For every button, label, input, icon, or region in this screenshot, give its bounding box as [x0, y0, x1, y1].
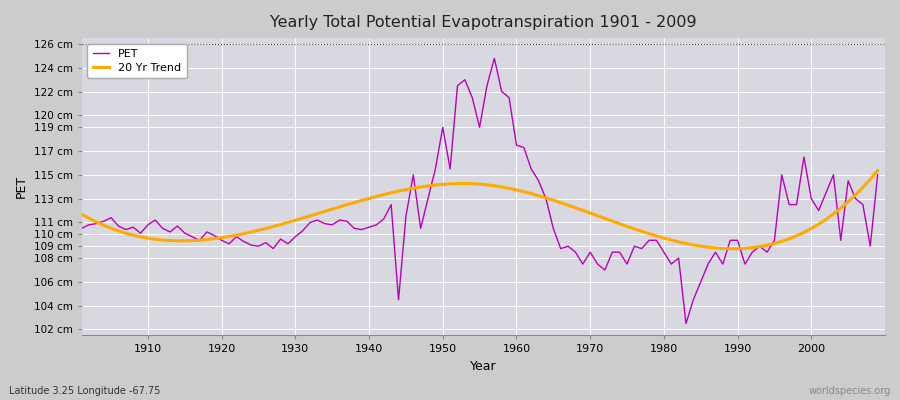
PET	[872, 172, 883, 177]
Text: Latitude 3.25 Longitude -67.75: Latitude 3.25 Longitude -67.75	[9, 386, 160, 396]
20 Yr Trend	[724, 246, 735, 251]
20 Yr Trend	[76, 212, 87, 216]
20 Yr Trend	[599, 216, 610, 221]
PET	[511, 143, 522, 148]
20 Yr Trend	[504, 186, 515, 191]
Line: PET: PET	[82, 58, 878, 324]
Y-axis label: PET: PET	[15, 175, 28, 198]
20 Yr Trend	[135, 234, 146, 239]
PET	[680, 321, 691, 326]
PET	[341, 219, 352, 224]
20 Yr Trend	[872, 168, 883, 173]
Text: worldspecies.org: worldspecies.org	[809, 386, 891, 396]
PET	[518, 145, 529, 150]
Legend: PET, 20 Yr Trend: PET, 20 Yr Trend	[87, 44, 187, 78]
Line: 20 Yr Trend: 20 Yr Trend	[82, 170, 878, 249]
20 Yr Trend	[297, 216, 308, 220]
PET	[297, 228, 308, 233]
X-axis label: Year: Year	[470, 360, 497, 373]
PET	[76, 226, 87, 231]
Title: Yearly Total Potential Evapotranspiration 1901 - 2009: Yearly Total Potential Evapotranspiratio…	[270, 15, 697, 30]
20 Yr Trend	[341, 202, 352, 207]
PET	[489, 56, 500, 61]
PET	[135, 231, 146, 236]
20 Yr Trend	[511, 188, 522, 192]
PET	[607, 250, 617, 254]
